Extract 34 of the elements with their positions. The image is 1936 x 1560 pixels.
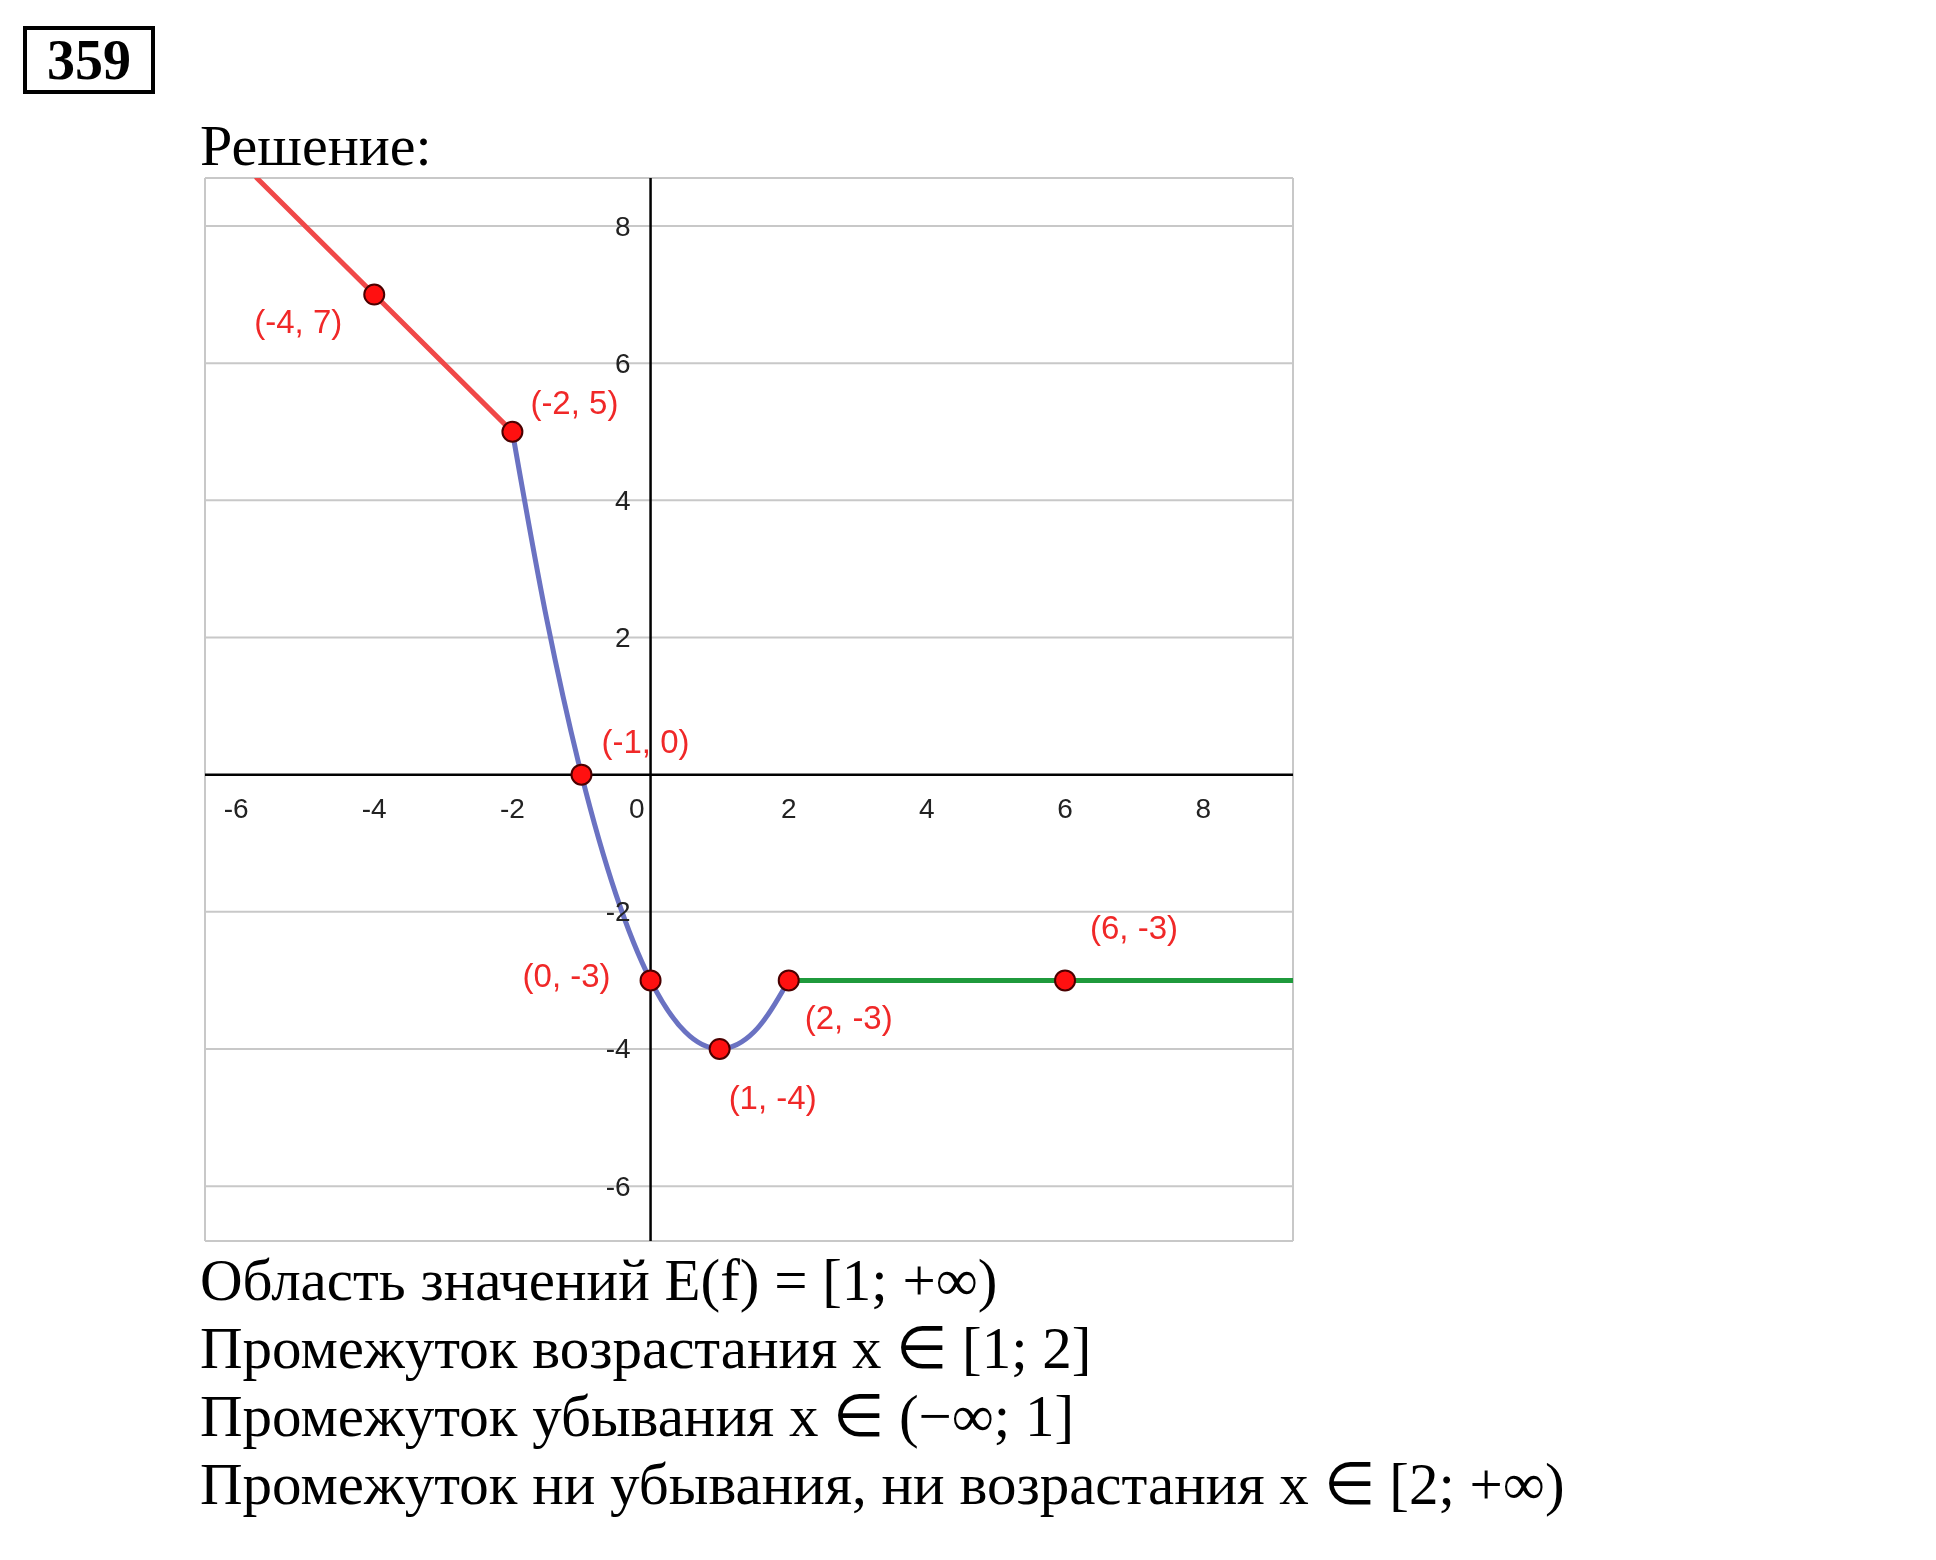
y-tick-label: -6 [605, 1170, 631, 1202]
point [570, 763, 593, 786]
y-tick-label: -4 [605, 1033, 631, 1065]
chart-title: 359 [23, 26, 155, 94]
y-tick-label: 2 [614, 621, 631, 653]
annotation: (6, -3) [1090, 908, 1179, 946]
annotation: (-1, 0) [601, 723, 690, 761]
point [639, 969, 662, 992]
annotation: (-2, 5) [530, 384, 619, 422]
x-tick-label: 8 [1195, 793, 1211, 825]
x-tick-label: 0 [628, 793, 645, 825]
x-tick-label: -4 [361, 793, 387, 825]
text: Промежуток возрастания x ∈ [1; 2] [200, 1314, 1093, 1382]
annotation: (1, -4) [728, 1079, 817, 1117]
text: Промежуток ни убывания, ни возрастания x ∈ [2; +∞) [200, 1450, 1565, 1518]
point [708, 1037, 731, 1060]
text: Промежуток убывания x ∈ (−∞; 1] [200, 1382, 1076, 1450]
annotation: (2, -3) [804, 998, 893, 1036]
y-tick-label: 8 [614, 210, 631, 242]
x-tick-label: -6 [223, 793, 249, 825]
y-tick-label: 4 [614, 484, 631, 516]
x-tick-label: -2 [499, 793, 525, 825]
annotation: (-4, 7) [254, 303, 343, 341]
chart-subtitle: Решение: [200, 113, 432, 178]
annotation: (0, -3) [522, 956, 611, 994]
point [501, 420, 524, 443]
point [363, 283, 386, 306]
point [1054, 969, 1077, 992]
text: Область значений E(f) = [1; +∞) [200, 1246, 999, 1314]
x-tick-label: 6 [1057, 793, 1073, 825]
x-tick-label: 4 [919, 793, 935, 825]
point [777, 969, 800, 992]
y-tick-label: 6 [614, 347, 631, 379]
x-tick-label: 2 [780, 793, 797, 825]
